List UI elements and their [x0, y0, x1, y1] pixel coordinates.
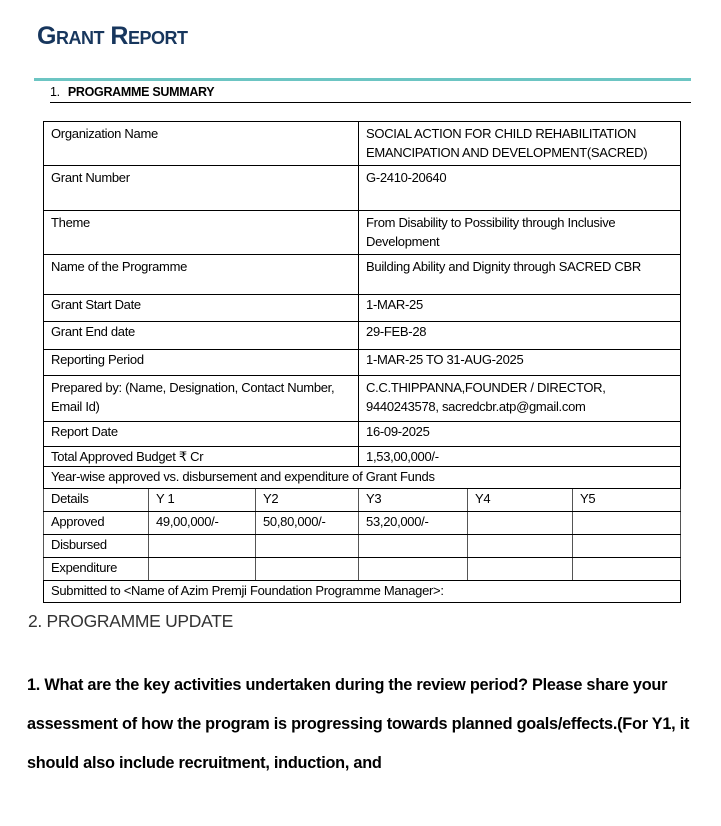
funds-column-header: Y5 — [572, 488, 682, 512]
funds-cell — [358, 534, 469, 558]
funds-column-header: Y4 — [467, 488, 574, 512]
funds-cell — [467, 534, 574, 558]
summary-row: Total Approved Budget ₹ Cr 1,53,00,000/- — [42, 446, 682, 467]
funds-cell — [254, 534, 360, 558]
summary-value: 1,53,00,000/- — [358, 446, 682, 467]
document-title: Grant Report — [37, 22, 188, 50]
funds-heading-row: Year-wise approved vs. disbursement and … — [42, 466, 682, 489]
summary-value: From Disability to Possibility through I… — [358, 210, 682, 255]
title-rule — [34, 78, 691, 81]
funds-cell — [572, 511, 682, 535]
funds-column-header: Y 1 — [148, 488, 256, 512]
funds-cell — [148, 557, 256, 581]
summary-label: Grant End date — [42, 321, 360, 350]
summary-value: SOCIAL ACTION FOR CHILD REHABILITATION E… — [358, 121, 682, 166]
section-number: 1. — [50, 85, 60, 99]
question-1: 1. What are the key activities undertake… — [27, 676, 690, 772]
summary-label: Reporting Period — [42, 349, 360, 376]
funds-column-header: Y3 — [358, 488, 469, 512]
summary-value: Building Ability and Dignity through SAC… — [358, 254, 682, 295]
section-title: PROGRAMME SUMMARY — [67, 85, 215, 99]
funds-cell — [572, 557, 682, 581]
funds-row-label: Approved — [43, 511, 149, 535]
summary-row: Name of the Programme Building Ability an… — [42, 254, 682, 295]
funds-cell — [254, 557, 360, 581]
funds-cell: 50,80,000/- — [254, 511, 360, 535]
submitted-to: Submitted to <Name of Azim Premji Founda… — [42, 580, 682, 603]
funds-column-header: Y2 — [254, 488, 360, 512]
programme-summary-table: Organization Name SOCIAL ACTION FOR CHILD… — [42, 121, 682, 603]
summary-value: 1-MAR-25 TO 31-AUG-2025 — [358, 349, 682, 376]
summary-value: 1-MAR-25 — [358, 294, 682, 322]
summary-value: 16-09-2025 — [358, 421, 682, 447]
section-2-heading: 2. PROGRAMME UPDATE — [28, 611, 233, 631]
summary-label: Total Approved Budget ₹ Cr — [42, 446, 360, 467]
funds-cell: 49,00,000/- — [148, 511, 256, 535]
summary-label: Prepared by: (Name, Designation, Contact… — [42, 375, 360, 422]
summary-label: Theme — [42, 210, 360, 255]
summary-label: Organization Name — [42, 121, 360, 166]
funds-heading: Year-wise approved vs. disbursement and … — [42, 466, 682, 489]
funds-cell — [358, 557, 469, 581]
submitted-to-row: Submitted to <Name of Azim Premji Founda… — [42, 580, 682, 603]
summary-row: Theme From Disability to Possibility thro… — [42, 210, 682, 255]
funds-cell — [148, 534, 256, 558]
funds-row: Approved 49,00,000/- 50,80,000/- 53,20,000/… — [43, 511, 682, 535]
funds-row: Disbursed — [43, 534, 682, 558]
summary-label: Name of the Programme — [42, 254, 360, 295]
summary-row: Grant Start Date 1-MAR-25 — [42, 294, 682, 322]
summary-label: Grant Number — [42, 165, 360, 211]
funds-row-label: Expenditure — [43, 557, 149, 581]
summary-row: Grant Number G-2410-20640 — [42, 165, 682, 211]
summary-row: Prepared by: (Name, Designation, Contact… — [42, 375, 682, 422]
summary-label: Report Date — [42, 421, 360, 447]
funds-cell: 53,20,000/- — [358, 511, 469, 535]
summary-value: 29-FEB-28 — [358, 321, 682, 350]
funds-cell — [467, 511, 574, 535]
section-1-heading: 1. PROGRAMME SUMMARY — [50, 85, 691, 103]
summary-row: Grant End date 29-FEB-28 — [42, 321, 682, 350]
funds-header-row: Details Y 1 Y2 Y3 Y4 Y5 — [43, 488, 682, 512]
funds-cell — [467, 557, 574, 581]
summary-value: G-2410-20640 — [358, 165, 682, 211]
summary-row: Reporting Period 1-MAR-25 TO 31-AUG-2025 — [42, 349, 682, 376]
funds-column-header: Details — [43, 488, 149, 512]
funds-row-label: Disbursed — [43, 534, 149, 558]
summary-value: C.C.THIPPANNA,FOUNDER / DIRECTOR, 944024… — [358, 375, 682, 422]
summary-row: Report Date 16-09-2025 — [42, 421, 682, 447]
funds-cell — [572, 534, 682, 558]
funds-row: Expenditure — [43, 557, 682, 581]
summary-row: Organization Name SOCIAL ACTION FOR CHILD… — [42, 121, 682, 166]
summary-label: Grant Start Date — [42, 294, 360, 322]
